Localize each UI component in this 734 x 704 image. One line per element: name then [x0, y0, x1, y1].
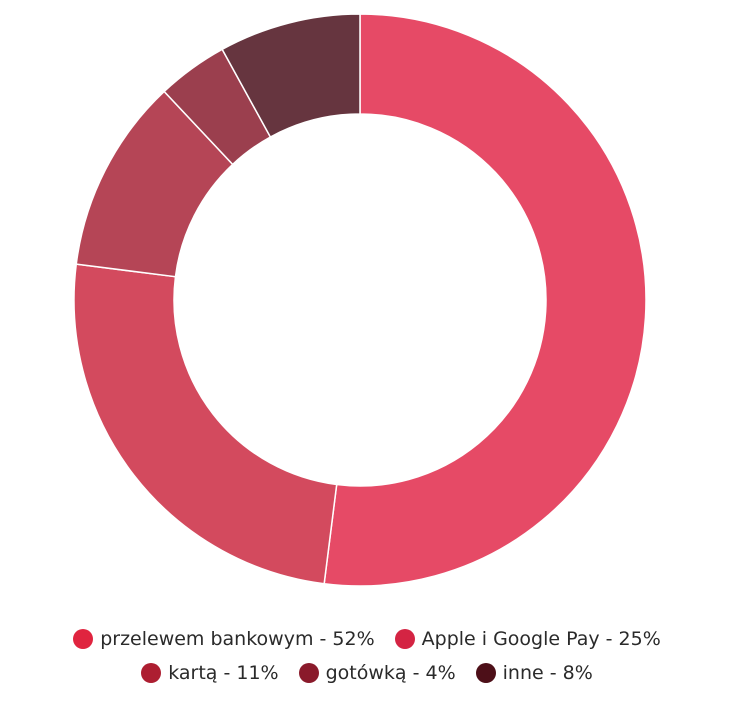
donut-slice-apple-i-google-pay[interactable] — [73, 263, 338, 585]
chart-legend: przelewem bankowym - 52% Apple i Google … — [0, 628, 734, 684]
legend-item-karta[interactable]: kartą - 11% — [141, 662, 279, 684]
legend-marker-przelewem-bankowym — [73, 629, 94, 649]
legend-marker-gotowka — [298, 663, 319, 683]
legend-label-przelewem-bankowym: przelewem bankowym - 52% — [100, 628, 375, 650]
legend-label-karta: kartą - 11% — [168, 662, 279, 684]
legend-marker-apple-google-pay — [394, 629, 415, 649]
donut-slice-inne[interactable] — [221, 13, 361, 139]
legend-row-1: przelewem bankowym - 52% Apple i Google … — [73, 628, 661, 650]
donut-slice-przelewem-bankowym[interactable] — [323, 13, 647, 587]
legend-marker-karta — [141, 663, 162, 683]
legend-label-gotowka: gotówką - 4% — [325, 662, 456, 684]
legend-item-gotowka[interactable]: gotówką - 4% — [298, 662, 456, 684]
donut-chart — [73, 13, 647, 587]
legend-label-inne: inne - 8% — [502, 662, 593, 684]
legend-label-apple-google-pay: Apple i Google Pay - 25% — [421, 628, 661, 650]
legend-row-2: kartą - 11% gotówką - 4% inne - 8% — [141, 662, 593, 684]
legend-item-apple-google-pay[interactable]: Apple i Google Pay - 25% — [394, 628, 661, 650]
legend-item-przelewem-bankowym[interactable]: przelewem bankowym - 52% — [73, 628, 375, 650]
legend-item-inne[interactable]: inne - 8% — [475, 662, 593, 684]
legend-marker-inne — [475, 663, 496, 683]
